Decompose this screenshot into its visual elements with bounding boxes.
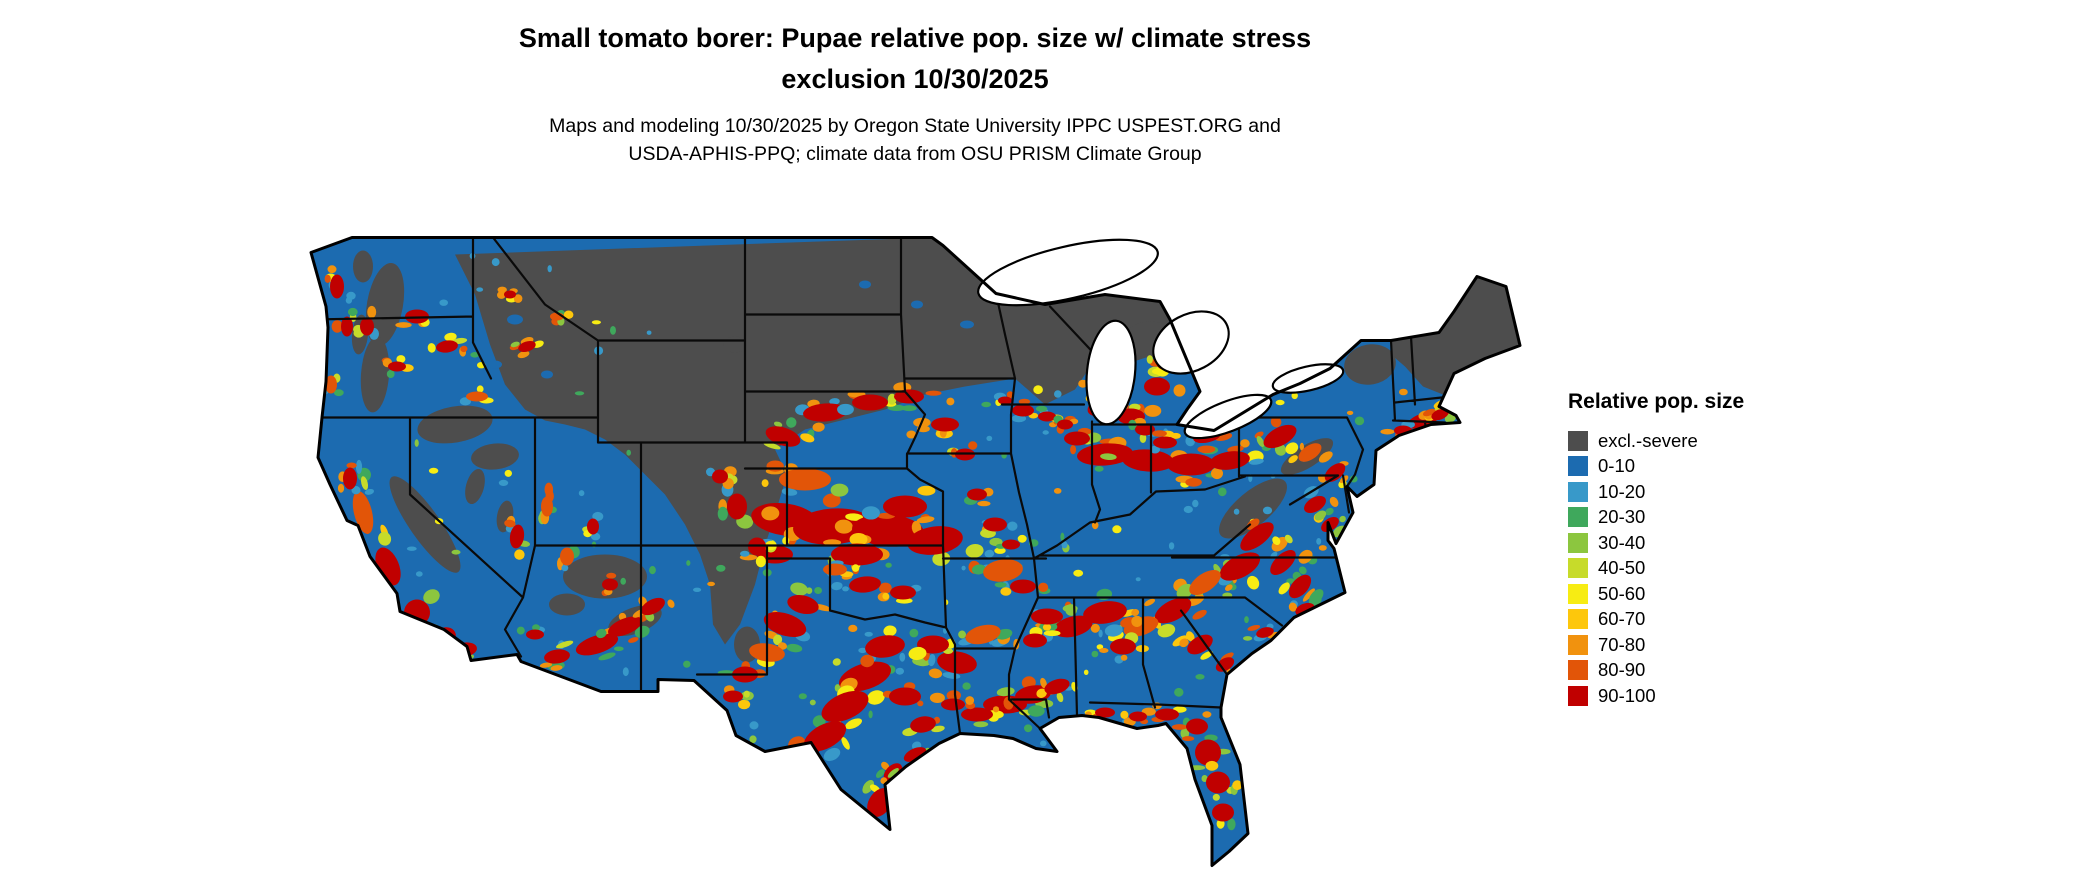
legend-item: 80-90 xyxy=(1568,658,1888,684)
exclusion-region xyxy=(351,237,1520,663)
legend-item: 20-30 xyxy=(1568,505,1888,531)
raster-layer xyxy=(311,237,1520,866)
subtitle-line-2: USDA-APHIS-PPQ; climate data from OSU PR… xyxy=(628,142,1202,165)
legend-swatch xyxy=(1568,660,1588,681)
legend-swatch xyxy=(1568,456,1588,477)
lake-michigan xyxy=(1085,319,1137,426)
legend-item-label: 20-30 xyxy=(1598,506,1646,527)
legend-title: Relative pop. size xyxy=(1568,390,1745,413)
legend-item: 50-60 xyxy=(1568,581,1888,607)
legend-swatch xyxy=(1568,685,1588,706)
legend-item: 70-80 xyxy=(1568,632,1888,658)
header: Small tomato borer: Pupae relative pop. … xyxy=(305,18,1525,168)
legend-swatch xyxy=(1568,430,1588,451)
legend-item: 60-70 xyxy=(1568,607,1888,633)
legend-item: 40-50 xyxy=(1568,556,1888,582)
legend-item-label: 90-100 xyxy=(1598,684,1656,706)
lake-superior xyxy=(977,238,1159,307)
map-area xyxy=(305,222,1525,887)
legend-item: 30-40 xyxy=(1568,530,1888,556)
legend-swatch xyxy=(1568,532,1588,553)
legend-swatch xyxy=(1568,634,1588,655)
us-choropleth-map xyxy=(309,236,1522,867)
legend-swatch xyxy=(1568,609,1588,630)
legend-item: excl.-severe xyxy=(1568,428,1888,454)
title-line-2: exclusion 10/30/2025 xyxy=(781,63,1049,94)
legend-item-label: 0-10 xyxy=(1598,455,1636,476)
legend-item-label: 10-20 xyxy=(1598,480,1646,502)
legend: Relative pop. size excl.-severe 0-10 10-20… xyxy=(1568,390,1888,709)
great-lakes xyxy=(977,238,1345,440)
map-title: Small tomato borer: Pupae relative pop. … xyxy=(305,18,1525,99)
legend-item-label: excl.-severe xyxy=(1598,429,1698,451)
legend-swatch xyxy=(1568,481,1588,502)
legend-item-label: 50-60 xyxy=(1598,582,1646,604)
legend-swatch xyxy=(1568,558,1588,579)
legend-item-label: 80-90 xyxy=(1598,659,1646,680)
conus-outline xyxy=(309,236,1522,867)
legend-item-label: 40-50 xyxy=(1598,557,1646,578)
legend-item-label: 30-40 xyxy=(1598,531,1646,553)
lake-erie xyxy=(1183,393,1273,440)
legend-item: 10-20 xyxy=(1568,479,1888,505)
legend-item: 0-10 xyxy=(1568,454,1888,480)
title-line-1: Small tomato borer: Pupae relative pop. … xyxy=(518,23,1312,53)
legend-items: excl.-severe 0-10 10-20 20-30 30-40 40-50 50-6… xyxy=(1568,428,1888,709)
legend-item-label: 70-80 xyxy=(1598,633,1646,655)
legend-swatch xyxy=(1568,507,1588,528)
state-borders xyxy=(311,237,1453,735)
legend-item-label: 60-70 xyxy=(1598,608,1646,629)
subtitle-line-1: Maps and modeling 10/30/2025 by Oregon S… xyxy=(549,115,1281,137)
legend-swatch xyxy=(1568,583,1588,604)
map-subtitle: Maps and modeling 10/30/2025 by Oregon S… xyxy=(305,113,1525,168)
legend-item: 90-100 xyxy=(1568,683,1888,709)
